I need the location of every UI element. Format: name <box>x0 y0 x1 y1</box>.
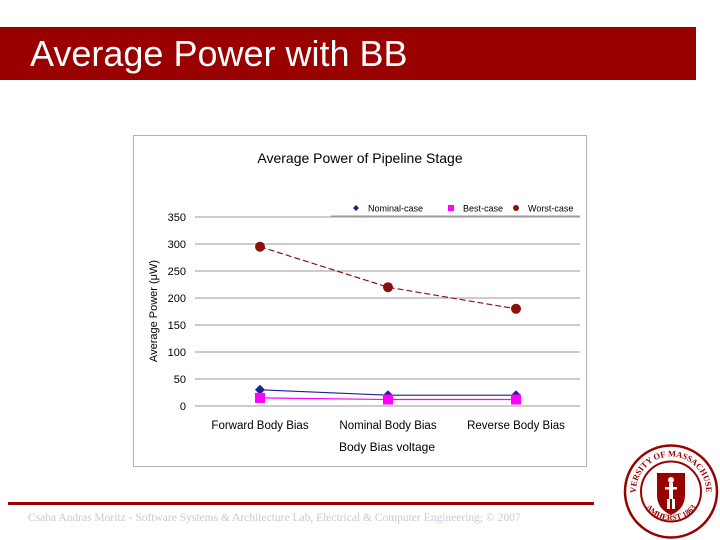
x-tick-label: Nominal Body Bias <box>339 420 436 432</box>
x-tick-label: Reverse Body Bias <box>467 420 565 432</box>
chart-frame: Average Power of Pipeline Stage Nominal-… <box>133 135 587 467</box>
y-tick-label: 350 <box>168 212 186 224</box>
data-point <box>511 303 521 314</box>
y-tick-label: 0 <box>180 401 186 413</box>
y-tick-label: 200 <box>168 293 186 305</box>
data-point <box>511 394 521 405</box>
chart-title: Average Power of Pipeline Stage <box>257 150 462 166</box>
legend-label: Best-case <box>463 204 503 214</box>
title-bar <box>0 27 696 80</box>
x-tick-label: Forward Body Bias <box>211 420 308 432</box>
data-point <box>383 282 393 293</box>
y-tick-label: 50 <box>174 374 186 386</box>
data-point <box>255 241 265 252</box>
series-lines <box>255 241 521 405</box>
chart-legend: Nominal-case Best-case Worst-case <box>331 204 580 217</box>
legend-marker <box>513 205 519 211</box>
seal-shield <box>657 473 685 515</box>
legend-label: Nominal-case <box>368 204 423 214</box>
series-line <box>259 246 517 310</box>
legend-marker <box>448 205 454 211</box>
slide-title: Average Power with BB <box>30 33 408 74</box>
legend-label: Worst-case <box>528 204 573 214</box>
y-tick-label: 300 <box>168 239 186 251</box>
university-seal: UNIVERSITY OF MASSACHUSETTS AMHERST 1863 <box>622 443 719 539</box>
data-point <box>255 392 265 403</box>
y-tick-label: 250 <box>168 266 186 278</box>
line-chart: Average Power of Pipeline Stage Nominal-… <box>148 150 580 454</box>
grid-lines <box>195 216 580 380</box>
y-tick-label: 100 <box>168 347 186 359</box>
y-tick-label: 150 <box>168 320 186 332</box>
legend-marker <box>353 205 359 211</box>
data-point <box>383 394 393 405</box>
data-point <box>255 384 265 395</box>
footer-text: Csaba Andras Moritz - Software Systems &… <box>28 512 521 524</box>
x-axis-label: Body Bias voltage <box>339 440 435 454</box>
chart-axes: 0 50 100 150 200 250 300 350 Forward Body Bias No… <box>168 212 580 432</box>
footer-rule <box>8 502 594 505</box>
y-axis-label: Average Power (μW) <box>148 260 160 362</box>
